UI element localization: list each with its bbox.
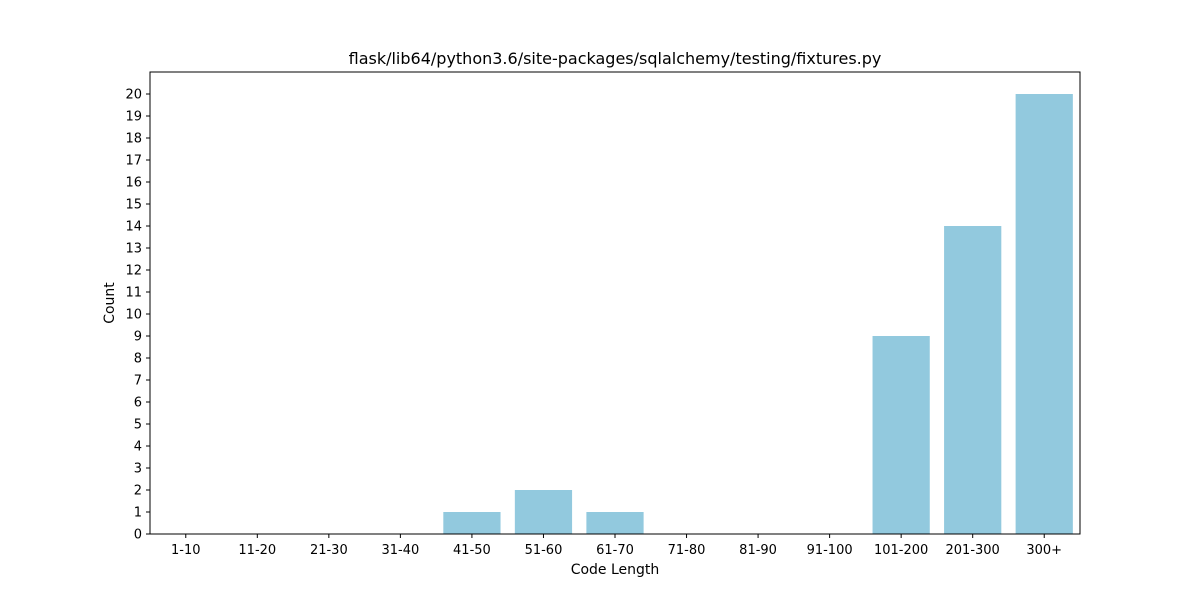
x-tick-label: 101-200: [874, 543, 928, 558]
x-tick-label: 300+: [1026, 543, 1062, 558]
bar-300+: [1015, 94, 1073, 534]
bar-61-70: [586, 512, 644, 534]
x-tick-label: 51-60: [525, 543, 563, 558]
y-tick-label: 8: [134, 352, 142, 367]
x-tick-label: 91-100: [807, 543, 853, 558]
y-tick-label: 14: [125, 220, 142, 235]
y-tick-label: 3: [134, 462, 142, 477]
y-tick-label: 7: [134, 374, 142, 389]
y-tick-label: 6: [134, 396, 142, 411]
plot-frame: [149, 71, 1081, 535]
y-tick-label: 0: [134, 528, 142, 543]
y-tick-label: 11: [125, 286, 142, 301]
x-axis-title: Code Length: [571, 562, 660, 578]
y-tick-label: 12: [125, 264, 142, 279]
y-tick-label: 5: [134, 418, 142, 433]
y-tick-label: 2: [134, 484, 142, 499]
y-tick-label: 4: [134, 440, 142, 455]
x-tick-label: 71-80: [668, 543, 706, 558]
y-tick-label: 18: [125, 132, 142, 147]
y-tick-label: 19: [125, 110, 142, 125]
y-tick-label: 15: [125, 198, 142, 213]
bars-group: [443, 94, 1073, 534]
y-tick-label: 9: [134, 330, 142, 345]
x-axis: 1-10 11-20 21-30 31-40 41-50 51-60 61-70 71-80 8…: [171, 534, 1062, 558]
chart-title: flask/lib64/python3.6/site-packages/sqla…: [349, 49, 882, 68]
x-tick-label: 11-20: [238, 543, 276, 558]
bar-51-60: [514, 490, 573, 534]
x-tick-label: 21-30: [310, 543, 348, 558]
y-tick-label: 20: [125, 88, 142, 103]
bar-41-50: [443, 512, 501, 534]
x-tick-label: 31-40: [381, 543, 419, 558]
bar-201-300: [944, 226, 1002, 534]
x-tick-label: 41-50: [453, 543, 491, 558]
x-tick-label: 1-10: [171, 543, 201, 558]
y-tick-label: 13: [125, 242, 142, 257]
y-tick-label: 16: [125, 176, 142, 191]
y-tick-label: 10: [125, 308, 142, 323]
y-axis-title: Count: [102, 282, 118, 324]
x-tick-label: 201-300: [946, 543, 1000, 558]
bar-101-200: [872, 336, 930, 534]
y-tick-label: 17: [125, 154, 142, 169]
x-tick-label: 61-70: [596, 543, 634, 558]
x-tick-label: 81-90: [739, 543, 777, 558]
y-tick-label: 1: [134, 506, 142, 521]
